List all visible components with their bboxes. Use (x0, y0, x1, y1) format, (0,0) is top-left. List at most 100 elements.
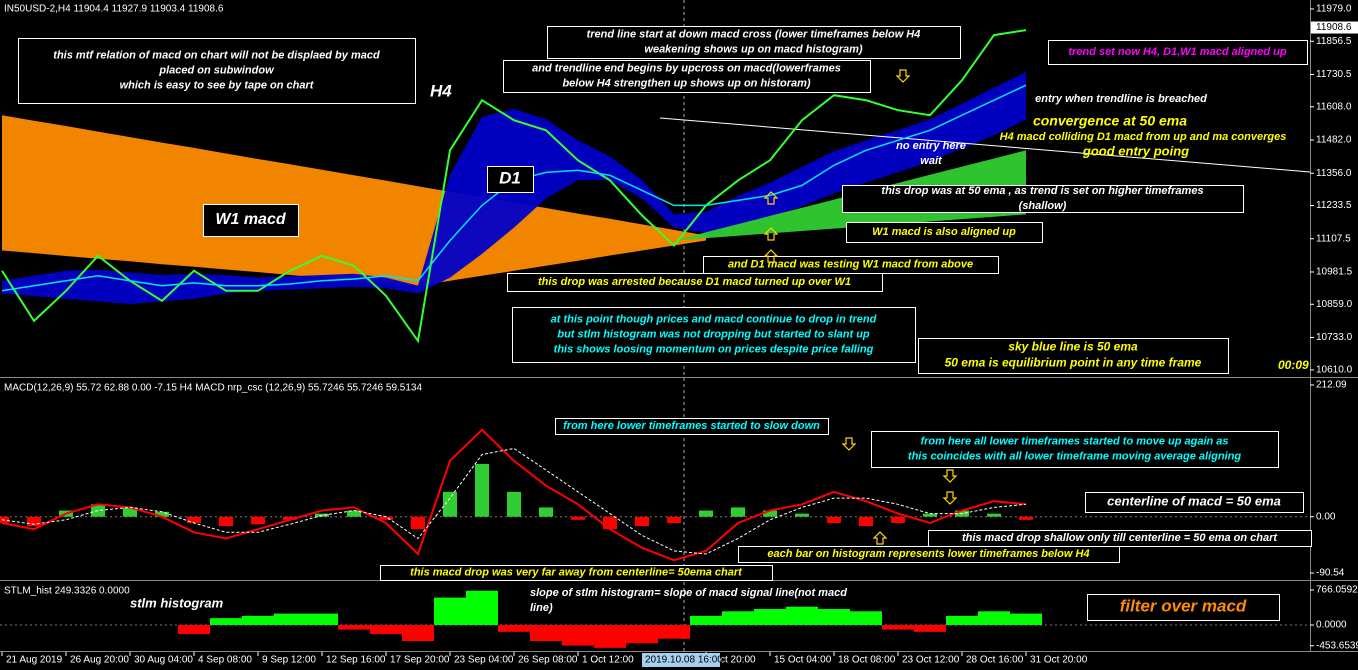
annotation-text: this macd drop shallow only till centerl… (962, 532, 1278, 544)
y-tick-label: 11856.5 (1316, 36, 1352, 47)
stlm-bar (562, 625, 594, 646)
arrow (872, 531, 888, 545)
stlm-bar (786, 606, 818, 626)
stlm-bar (946, 615, 978, 626)
stlm-bar (914, 625, 946, 632)
x-tick-label: 28 Oct 16:00 (966, 655, 1024, 666)
annotation-text: 00:09 (1278, 358, 1309, 372)
annotation-box (487, 166, 534, 193)
annotation-box (846, 222, 1043, 243)
histogram-bar (539, 507, 553, 517)
histogram-bar (1019, 516, 1033, 520)
histogram-bar (699, 510, 713, 517)
stlm-bar (530, 625, 562, 641)
histogram-bar (603, 516, 617, 530)
arrow (895, 69, 911, 83)
annotation-text: H4 macd colliding D1 macd from up and ma… (1000, 131, 1287, 143)
arrow (763, 227, 779, 241)
annotation-text: line) (530, 602, 553, 614)
annotation-text: at this point though prices and macd con… (551, 313, 877, 325)
annotation-text: no entry here (896, 140, 966, 152)
stlm-bar (338, 625, 370, 630)
histogram-bar (571, 516, 585, 520)
histogram-bar (795, 513, 809, 517)
annotation-box (512, 307, 916, 363)
ma-band (674, 150, 1026, 241)
y-tick-label: 11356.0 (1316, 168, 1352, 179)
annotation-box (203, 204, 299, 237)
stlm-bar (818, 609, 850, 626)
annotation-box (547, 26, 961, 59)
annotation-text: and D1 macd was testing W1 macd from abo… (728, 258, 973, 270)
annotation-text: W1 macd is also aligned up (872, 226, 1016, 238)
annotation-box (1048, 40, 1308, 65)
histogram-bar (219, 516, 233, 527)
annotation-text: this mtf relation of macd on chart will … (53, 49, 380, 61)
histogram-bar (987, 513, 1001, 517)
annotation-text: each bar on histogram represents lower t… (767, 548, 1089, 560)
x-tick-label: 15 Oct 04:00 (774, 655, 832, 666)
y-tick-label: 10981.5 (1316, 267, 1353, 278)
annotation-text: below H4 strengthen up shows up on histo… (562, 77, 810, 89)
annotation-text: filter over macd (1120, 596, 1247, 615)
annotation-box (1085, 492, 1304, 513)
x-tick-label: 26 Aug 20:00 (70, 655, 129, 666)
y-tick-label: 10610.0 (1316, 365, 1353, 376)
stlm-bar (978, 611, 1010, 626)
stlm-bar (274, 613, 306, 626)
x-tick-label: 17 Sep 20:00 (390, 655, 450, 666)
histogram-bar (251, 516, 265, 525)
annotation-text: good entry poing (1082, 143, 1189, 158)
histogram-bar (635, 516, 649, 527)
histogram-bar (347, 510, 361, 517)
y-tick-label: 11979.0 (1316, 4, 1352, 15)
histogram-bar (923, 513, 937, 517)
annotation-text: 50 ema is equilibrium point in any time … (945, 356, 1202, 370)
annotation-text: D1 (499, 168, 521, 187)
annotation-box (555, 418, 829, 435)
histogram-bar (411, 516, 425, 530)
panel-title: STLM_hist 249.3326 0.0000 (4, 586, 130, 597)
x-tick-label: 1 Oct 12:00 (582, 655, 634, 666)
x-tick-label: 4 Sep 08:00 (198, 655, 252, 666)
x-tick-label: ct 20:00 (720, 655, 756, 666)
ma-band (2, 115, 706, 286)
x-tick-label: 23 Oct 12:00 (902, 655, 960, 666)
histogram-bar (859, 516, 873, 527)
stlm-bar (658, 625, 690, 639)
annotation-text: W1 macd (215, 211, 286, 228)
x-tick-label: 31 Oct 20:00 (1030, 655, 1088, 666)
annotation-box (871, 431, 1279, 468)
arrow (763, 249, 779, 263)
annotation-box (507, 273, 883, 292)
stlm-bar (722, 611, 754, 626)
trendline (659, 117, 1311, 173)
annotation-text: convergence at 50 ema (1033, 113, 1187, 129)
annotation-text: placed on subwindow (158, 64, 275, 76)
annotation-text: this macd drop was very far away from ce… (410, 566, 743, 578)
stlm-bar (626, 625, 658, 644)
annotation-text: this drop was at 50 ema , as trend is se… (881, 185, 1203, 197)
stlm-bar (1010, 613, 1042, 626)
y-tick-label: 10859.0 (1316, 299, 1353, 310)
histogram-bar (155, 511, 169, 517)
annotation-text: this coincides with all lower timeframe … (908, 450, 1241, 462)
annotation-text: stlm histogram (130, 595, 224, 610)
annotation-box (842, 185, 1244, 213)
stlm-bar (178, 625, 210, 635)
histogram-bar (187, 516, 201, 523)
x-tick-label: 30 Aug 04:00 (134, 655, 193, 666)
stlm-bar (242, 615, 274, 626)
last-price-box (1311, 21, 1358, 34)
last-price-label: 11908.6 (1316, 22, 1352, 33)
x-tick-label: 26 Sep 08:00 (518, 655, 578, 666)
annotation-text: wait (920, 155, 943, 167)
annotation-box (503, 60, 871, 93)
stlm-bar (370, 625, 402, 635)
annotation-box (18, 38, 416, 104)
y-tick-label: -90.54 (1316, 568, 1345, 579)
annotation-text: and trendline end begins by upcross on m… (532, 62, 841, 74)
histogram-bar (379, 516, 393, 520)
arrow (841, 437, 857, 451)
annotation-text: H4 (430, 81, 452, 100)
